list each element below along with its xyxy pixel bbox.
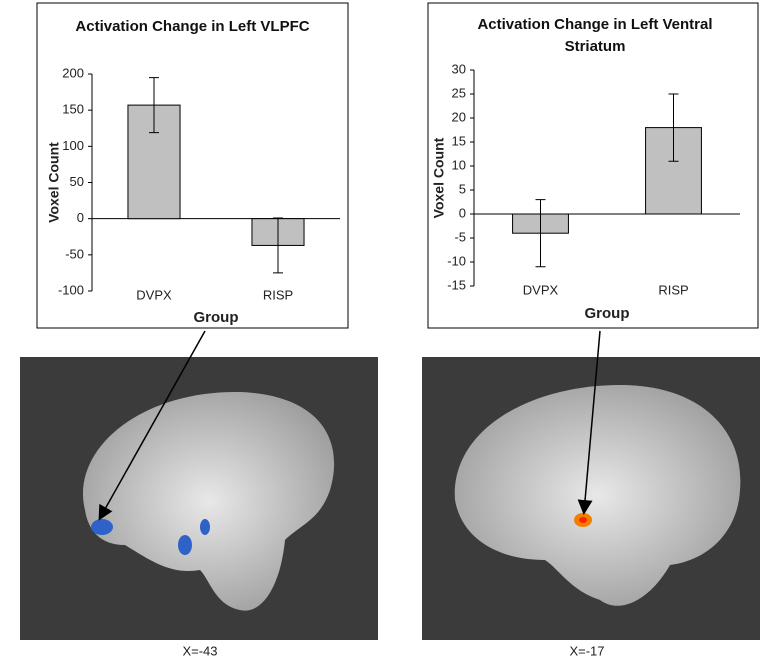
x-axis-label: Group: [194, 309, 239, 326]
y-tick-label: 100: [62, 138, 84, 153]
image-caption: X=-17: [569, 643, 604, 658]
y-tick-label: 200: [62, 65, 84, 80]
figure: X=-43 X=-17 -100-50050100150200DVPXRISPG…: [0, 0, 763, 660]
image-caption: X=-43: [182, 643, 217, 658]
chart-frame: [428, 3, 758, 328]
y-tick-label: 0: [459, 205, 466, 220]
y-tick-label: 15: [452, 133, 466, 148]
y-tick-label: 50: [70, 174, 84, 189]
activation-blob: [200, 519, 210, 535]
chart-frame: [37, 3, 348, 328]
y-tick-label: 20: [452, 109, 466, 124]
y-axis-label: Voxel Count: [46, 142, 62, 223]
x-tick-label: DVPX: [523, 282, 559, 297]
activation-blob: [91, 519, 113, 535]
y-tick-label: 30: [452, 61, 466, 76]
y-tick-label: -10: [447, 253, 466, 268]
y-tick-label: -50: [65, 246, 84, 261]
page: Activation Change in Left VLPFC Activati…: [0, 0, 763, 660]
x-axis-label: Group: [585, 305, 630, 322]
x-tick-label: RISP: [263, 287, 293, 302]
y-tick-label: 0: [77, 210, 84, 225]
y-tick-label: -100: [58, 282, 84, 297]
y-tick-label: 150: [62, 102, 84, 117]
y-tick-label: -5: [454, 229, 466, 244]
y-tick-label: 5: [459, 181, 466, 196]
y-tick-label: 10: [452, 157, 466, 172]
y-axis-label: Voxel Count: [431, 137, 447, 218]
y-tick-label: -15: [447, 277, 466, 292]
y-tick-label: 25: [452, 85, 466, 100]
x-tick-label: DVPX: [136, 287, 172, 302]
x-tick-label: RISP: [658, 282, 688, 297]
activation-blob: [579, 517, 587, 523]
activation-blob: [178, 535, 192, 555]
